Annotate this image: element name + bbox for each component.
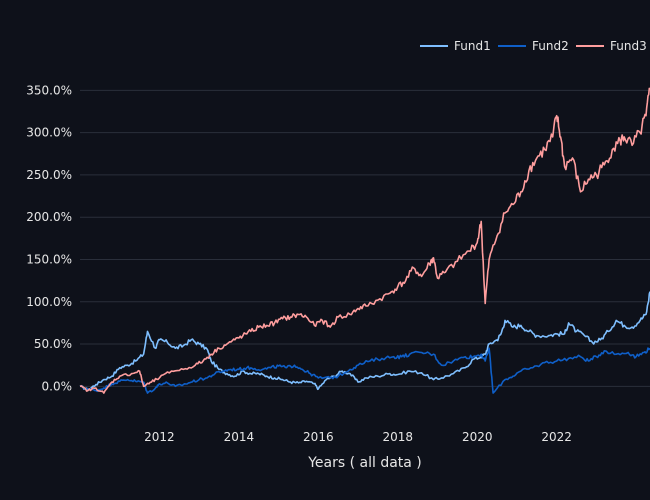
y-tick-label: 50.0% — [34, 337, 72, 351]
series-line-fund1 — [79, 291, 650, 391]
x-axis-ticks: 2012 2014 2016 2018 2020 2022 — [144, 430, 572, 444]
series-line-fund2 — [79, 347, 650, 394]
series-line-fund3 — [79, 87, 650, 394]
x-tick-label: 2014 — [224, 430, 255, 444]
legend-item-fund2[interactable]: Fund2 — [498, 39, 569, 53]
legend-label: Fund2 — [532, 39, 569, 53]
legend-label: Fund1 — [454, 39, 491, 53]
series-lines — [79, 87, 650, 394]
legend-item-fund1[interactable]: Fund1 — [420, 39, 491, 53]
y-tick-label: 100.0% — [26, 295, 72, 309]
y-tick-label: 300.0% — [26, 126, 72, 140]
y-axis-ticks: 0.0% 50.0% 100.0% 150.0% 200.0% 250.0% 300.0% 3… — [26, 83, 72, 393]
y-tick-label: 350.0% — [26, 83, 72, 97]
legend[interactable]: Fund1 Fund2 Fund3 — [420, 39, 647, 53]
x-tick-label: 2016 — [303, 430, 334, 444]
legend-label: Fund3 — [610, 39, 647, 53]
x-axis-label: Years ( all data ) — [307, 455, 422, 471]
y-tick-label: 150.0% — [26, 252, 72, 266]
y-tick-label: 0.0% — [42, 379, 73, 393]
legend-item-fund3[interactable]: Fund3 — [576, 39, 647, 53]
y-tick-label: 250.0% — [26, 168, 72, 182]
x-tick-label: 2018 — [382, 430, 413, 444]
grid-lines — [80, 89, 650, 387]
x-tick-label: 2012 — [144, 430, 175, 444]
x-tick-label: 2020 — [462, 430, 493, 444]
x-tick-label: 2022 — [541, 430, 572, 444]
y-tick-label: 200.0% — [26, 210, 72, 224]
